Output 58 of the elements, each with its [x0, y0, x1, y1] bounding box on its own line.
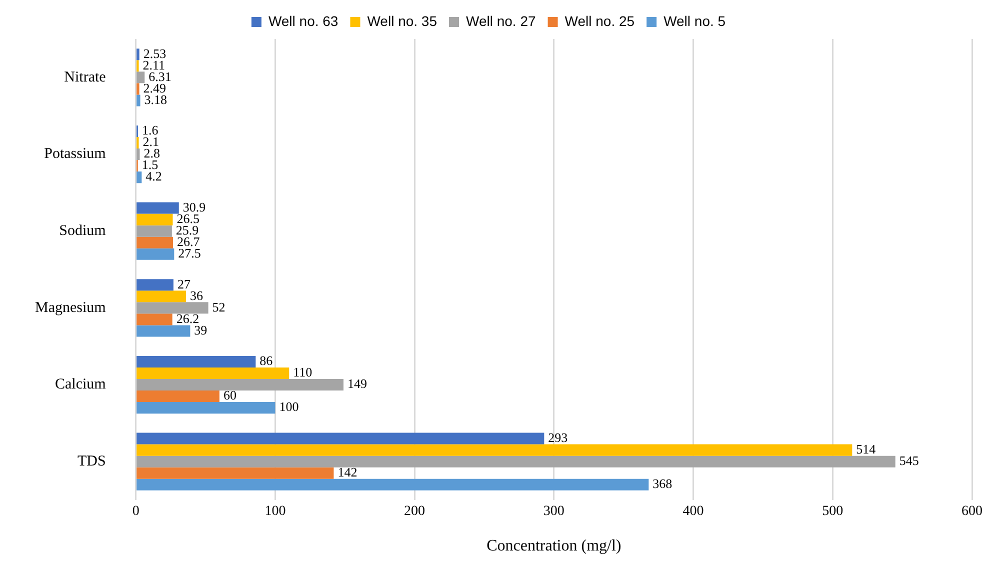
x-tick-label: 600 — [962, 504, 982, 520]
bar — [136, 432, 544, 444]
data-label: 60 — [223, 388, 236, 403]
bar — [136, 48, 140, 60]
bar — [136, 83, 140, 95]
x-tick-label: 300 — [543, 504, 564, 520]
bar — [136, 478, 649, 490]
x-tick-label: 500 — [822, 504, 844, 520]
y-tick-label: Magnesium — [34, 300, 106, 316]
data-label: 293 — [548, 430, 568, 445]
bar — [136, 314, 172, 326]
bar — [136, 225, 172, 237]
data-label: 27 — [177, 276, 191, 292]
bar — [136, 214, 173, 226]
x-tick-label: 100 — [264, 504, 286, 520]
bar — [136, 467, 334, 479]
bar — [136, 202, 179, 214]
bar — [136, 72, 145, 84]
bar — [136, 94, 140, 106]
bar — [136, 367, 290, 379]
bar — [136, 279, 174, 291]
data-label: 149 — [347, 376, 367, 392]
data-label: 100 — [279, 399, 299, 414]
bar — [136, 302, 208, 314]
y-tick-label: TDS — [77, 454, 106, 470]
bar — [136, 402, 276, 414]
bar — [136, 325, 190, 337]
data-label: 514 — [856, 441, 876, 456]
data-label: 36 — [190, 288, 204, 303]
data-label: 545 — [899, 453, 919, 468]
y-tick-label: Calcium — [54, 376, 106, 393]
bar — [136, 378, 344, 391]
data-label: 368 — [652, 476, 672, 492]
y-tick-label: Nitrate — [64, 69, 106, 86]
x-axis-title: Concentration (mg/l) — [486, 538, 622, 555]
data-label: 110 — [293, 364, 312, 380]
bar — [136, 248, 174, 260]
legend-label: Well no. 35 — [367, 12, 438, 29]
y-tick-label: Potassium — [44, 146, 106, 162]
x-tick-label: 200 — [404, 504, 426, 520]
legend-label: Well no. 63 — [268, 12, 338, 29]
y-tick-label: Sodium — [59, 223, 106, 240]
bar — [136, 456, 896, 468]
data-label: 142 — [338, 464, 358, 480]
legend-label: Well no. 27 — [466, 12, 536, 29]
x-tick-label: 0 — [132, 504, 140, 520]
bar — [136, 444, 852, 456]
x-tick-label: 400 — [682, 504, 704, 520]
legend-label: Well no. 25 — [564, 12, 635, 29]
bar — [136, 172, 142, 184]
bar — [136, 356, 256, 368]
bar — [136, 236, 174, 248]
bar — [136, 290, 186, 302]
data-label: 86 — [260, 353, 274, 368]
bar — [136, 148, 140, 160]
data-label: 52 — [212, 299, 226, 314]
legend-label: Well no. 5 — [664, 12, 726, 29]
bar — [136, 390, 220, 402]
